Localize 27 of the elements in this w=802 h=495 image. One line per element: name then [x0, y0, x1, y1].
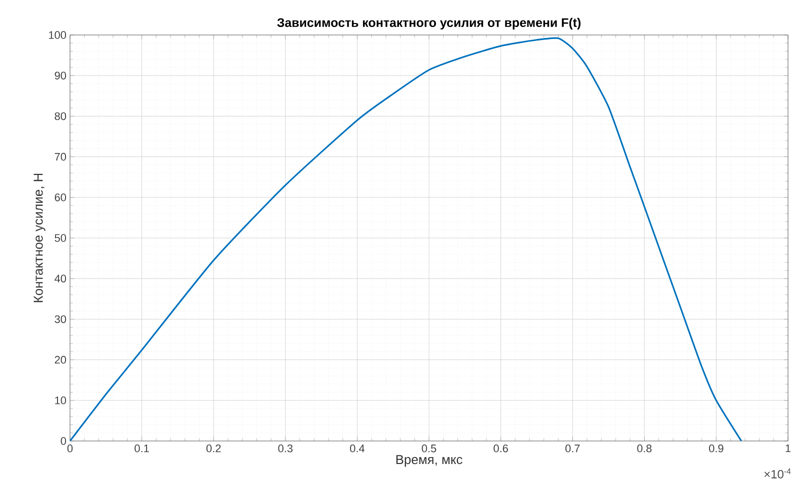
x-tick-label: 0.3: [278, 444, 293, 452]
y-tick-label: 10: [55, 396, 66, 404]
x-tick-label: 0.7: [565, 444, 580, 452]
y-tick-label: 40: [54, 274, 66, 282]
x-tick-label: 0.1: [134, 444, 149, 452]
y-tick-label: 70: [54, 152, 66, 161]
line-series: [70, 37, 742, 441]
x-tick-label: 0.4: [350, 444, 364, 452]
y-axis-title: Контактное усилие, Н: [34, 174, 46, 302]
y-tick-label: 60: [54, 194, 66, 202]
x-tick-label: 1: [786, 444, 791, 452]
x-tick-label: 0.9: [709, 444, 724, 452]
y-tick-label: 50: [54, 234, 66, 242]
y-tick-label: 20: [54, 356, 66, 364]
x-tick-label: 0.8: [637, 444, 652, 452]
y-tick-label: 30: [54, 315, 66, 324]
x-tick-label: 0.5: [422, 444, 436, 452]
text: ×10$^{-4}$: [764, 468, 791, 478]
y-tick-label: 80: [54, 112, 66, 120]
x-axis-title: Время, мкс: [396, 455, 462, 467]
y-tick-label: 100: [49, 31, 66, 39]
y-tick-label: 0: [60, 437, 66, 445]
x-tick-label: 0.2: [206, 444, 221, 452]
x-tick-label: 0: [67, 444, 73, 452]
chart-title: Зависимость контактного усилия от времени F(t): [277, 18, 581, 30]
y-tick-label: 90: [54, 72, 66, 80]
x-tick-label: 0.6: [494, 444, 508, 452]
